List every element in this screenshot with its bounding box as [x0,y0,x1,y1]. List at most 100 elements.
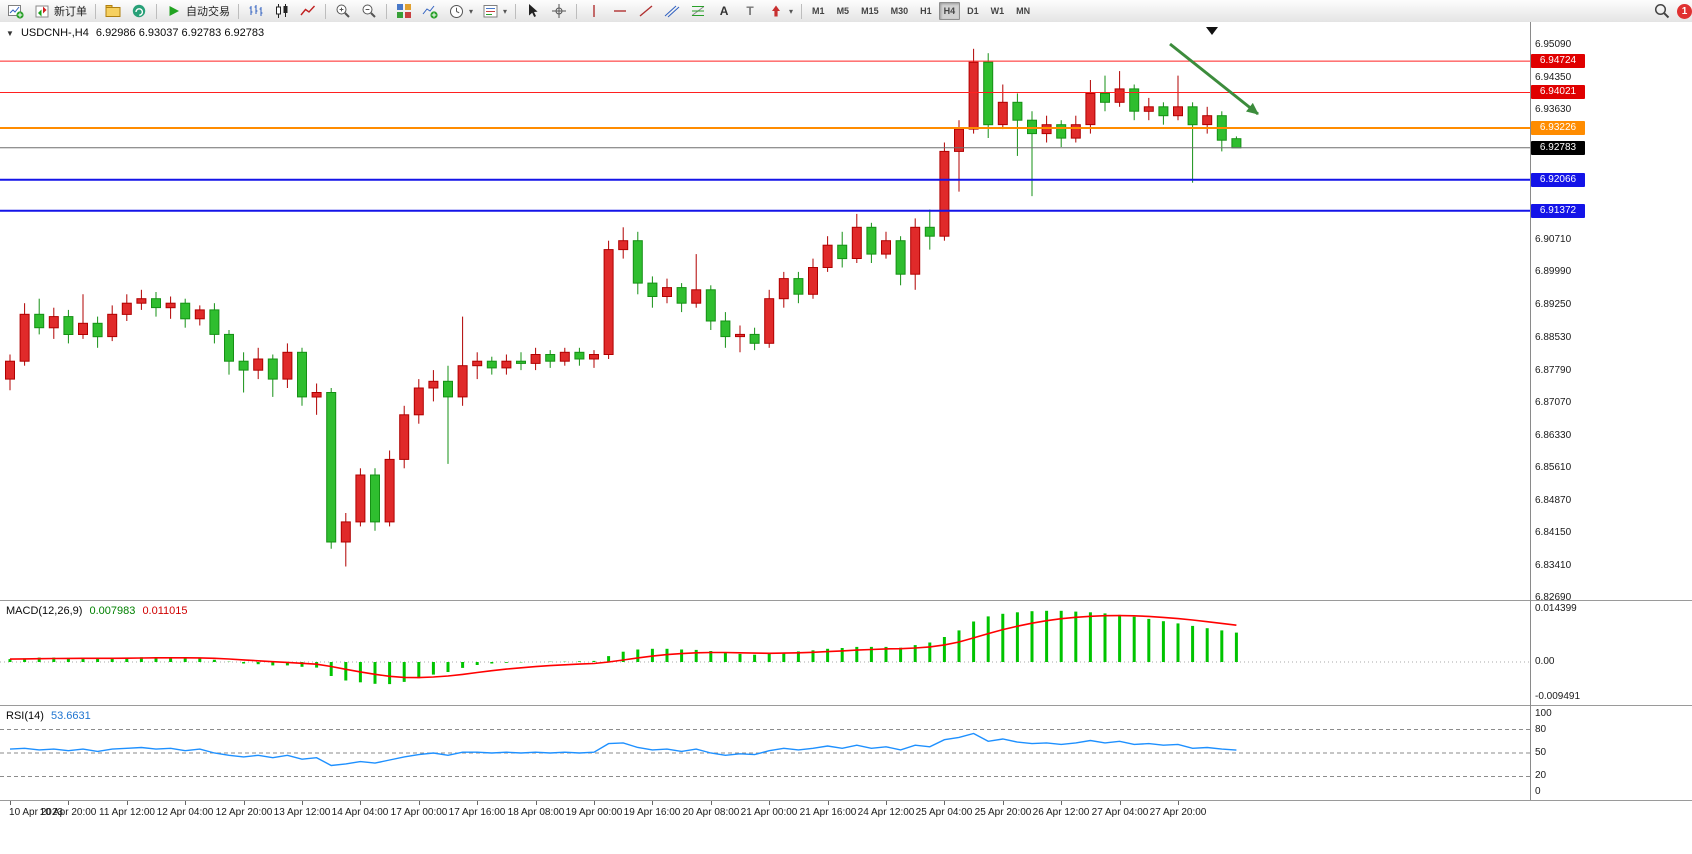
template-icon [481,2,499,20]
zoom-out-button[interactable] [357,1,381,21]
tile-windows-button[interactable] [392,1,416,21]
timeframe-m5-button[interactable]: M5 [836,6,850,16]
macd-tick-label: -0.009491 [1535,691,1581,702]
cursor-tool-button[interactable] [521,1,545,21]
timeframe-m30-button[interactable]: M30 [890,6,909,16]
time-tick [302,801,303,805]
crosshair-tool-button[interactable] [547,1,571,21]
one-click-toggle-icon[interactable]: ▼ [6,29,14,38]
timeframe-d1-button[interactable]: D1 [967,6,979,16]
time-axis-label: 10 Apr 2023 [9,807,63,818]
price-level-badge: 6.91372 [1531,204,1585,218]
macd-tick-label: 0.00 [1535,656,1555,667]
vertical-line-tool-button[interactable] [582,1,606,21]
time-axis-label: 17 Apr 00:00 [390,807,448,818]
separator [156,3,157,19]
ohlc-values: 6.92986 6.93037 6.92783 6.92783 [95,27,265,39]
fibonacci-tool-button[interactable] [686,1,710,21]
price-tick-label: 6.89250 [1535,299,1572,310]
dropdown-arrow-icon: ▾ [469,6,474,16]
separator [95,3,96,19]
macd-label: MACD(12,26,9) 0.007983 0.011015 [6,605,192,617]
timeframe-m15-button[interactable]: M15 [861,6,879,16]
price-tick-label: 6.86330 [1535,430,1572,441]
channel-tool-button[interactable] [660,1,684,21]
macd-indicator-canvas[interactable] [0,601,1530,705]
profiles-button[interactable] [101,1,125,21]
time-tick [127,801,128,805]
price-tick-label: 6.87070 [1535,397,1572,408]
separator [325,3,326,19]
separator [515,3,517,19]
timeframe-w1-button[interactable]: W1 [990,6,1005,16]
timeframe-h4-button[interactable]: H4 [938,2,961,20]
macd-panel-separator[interactable] [0,600,1692,601]
arrow-object-icon [767,2,785,20]
dropdown-arrow-icon: ▾ [503,6,508,16]
community-button[interactable] [127,1,151,21]
new-chart-button[interactable] [4,1,28,21]
time-axis-separator [0,800,1692,801]
macd-name: MACD(12,26,9) [6,605,83,617]
rsi-tick-label: 50 [1535,747,1547,758]
time-tick [1003,801,1004,805]
time-axis-label: 17 Apr 16:00 [448,807,506,818]
periods-button[interactable]: ▾ [444,1,476,21]
timeframe-m1-button[interactable]: M1 [812,6,825,16]
rsi-value: 53.6631 [50,710,91,722]
separator [386,3,387,19]
time-tick [769,801,770,805]
time-axis-label: 12 Apr 20:00 [215,807,273,818]
new-order-button[interactable]: 新订单 [30,1,90,21]
text-tool-button[interactable]: A [712,1,736,21]
rsi-tick-label: 0 [1535,786,1541,797]
separator [238,3,239,19]
horizontal-line-tool-button[interactable] [608,1,632,21]
time-axis[interactable]: 10 Apr 2023 10 Apr 20:00 11 Apr 12:00 12 Ap… [0,801,1692,854]
time-tick [419,801,420,805]
time-tick [536,801,537,805]
dropdown-arrow-icon: ▾ [789,6,794,16]
toolbar: 新订单 自动交易 ▾ ▾ [0,0,1692,23]
time-axis-label: 25 Apr 20:00 [974,807,1032,818]
price-tick-label: 6.83410 [1535,560,1572,571]
autotrade-button[interactable]: 自动交易 [162,1,233,21]
notification-badge[interactable]: 1 [1677,3,1692,19]
time-tick [360,801,361,805]
label-tool-icon: T [746,4,754,18]
rsi-panel-separator[interactable] [0,705,1692,706]
time-tick [944,801,945,805]
timeframe-mn-button[interactable]: MN [1016,6,1031,16]
rsi-indicator-canvas[interactable] [0,706,1530,800]
time-axis-label: 19 Apr 00:00 [565,807,623,818]
time-axis-label: 10 Apr 20:00 [39,807,97,818]
bar-chart-type-button[interactable] [244,1,268,21]
arrows-tool-button[interactable]: ▾ [764,1,796,21]
candlestick-chart-type-button[interactable] [270,1,294,21]
line-chart-type-button[interactable] [296,1,320,21]
time-axis-label: 18 Apr 08:00 [507,807,565,818]
time-tick [1178,801,1179,805]
price-level-badge: 6.93226 [1531,121,1585,135]
price-tick-label: 6.85610 [1535,462,1572,473]
templates-button[interactable]: ▾ [478,1,510,21]
separator [576,3,578,19]
time-axis-label: 25 Apr 04:00 [915,807,973,818]
indicators-button[interactable] [418,1,442,21]
price-level-badge: 6.94021 [1531,85,1585,99]
price-level-badge: 6.92783 [1531,141,1585,155]
time-tick [68,801,69,805]
price-axis[interactable]: 6.95090 6.94350 6.93630 6.90710 6.89990 6.892… [1531,22,1692,832]
text-label-tool-button[interactable]: T [738,1,762,21]
zoom-in-button[interactable] [331,1,355,21]
search-icon[interactable] [1653,2,1671,20]
price-tick-label: 6.93630 [1535,104,1572,115]
trend-arrow-annotation [1169,42,1259,116]
text-tool-icon: A [719,4,729,18]
price-tick-label: 6.84150 [1535,527,1572,538]
timeframe-h1-button[interactable]: H1 [920,6,932,16]
macd-tick-label: 0.014399 [1535,603,1577,614]
main-chart-canvas[interactable] [0,22,1530,600]
time-tick [185,801,186,805]
trendline-tool-button[interactable] [634,1,658,21]
